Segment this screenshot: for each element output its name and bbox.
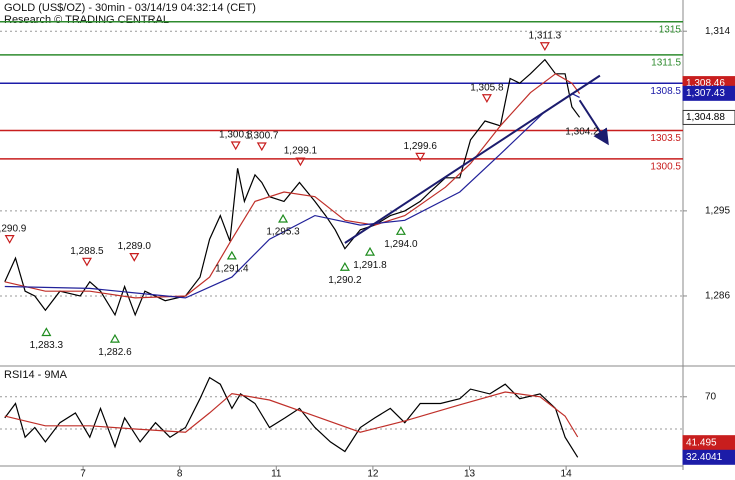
low-label: 1,282.6 xyxy=(98,347,132,358)
y-tick-label: 1,286 xyxy=(705,291,730,302)
high-label: 1,290.9 xyxy=(0,223,27,234)
x-tick-label: 11 xyxy=(271,469,282,480)
level-label: 1303.5 xyxy=(650,133,681,144)
price-tag xyxy=(682,435,735,451)
chart-title: GOLD (US$/OZ) - 30min - 03/14/19 04:32:1… xyxy=(4,2,256,14)
low-label: 1,295.3 xyxy=(266,227,300,238)
high-marker xyxy=(129,253,140,262)
price-tag-label: 1,304.88 xyxy=(686,112,725,123)
level-label: 1311.5 xyxy=(651,57,681,68)
high-label: 1,289.0 xyxy=(118,241,152,252)
low-label: 1,291.8 xyxy=(353,260,387,271)
level-label: 1315 xyxy=(659,24,682,35)
high-marker xyxy=(256,142,267,152)
low-marker xyxy=(339,262,350,271)
price-tag-label: 1,307.43 xyxy=(686,88,725,99)
high-marker xyxy=(539,42,550,51)
price-tag-label: 1,308.46 xyxy=(686,78,725,89)
high-label: 1,300.7 xyxy=(245,131,279,142)
x-tick-label: 13 xyxy=(464,469,476,480)
high-marker xyxy=(4,235,15,244)
series-line xyxy=(4,376,579,458)
low-label: 1,290.2 xyxy=(328,275,362,286)
x-tick-label: 8 xyxy=(177,469,183,480)
arrow xyxy=(578,99,609,146)
price-tag xyxy=(682,85,735,101)
low-marker xyxy=(226,250,237,260)
series-line xyxy=(4,391,579,438)
low-marker xyxy=(364,246,376,256)
high-label: 1,300.8 xyxy=(219,130,253,141)
y-tick-label: 70 xyxy=(705,391,717,402)
low-marker xyxy=(395,226,406,235)
arrow-label: 1,304.2 xyxy=(565,126,599,137)
y-tick-label: 1,314 xyxy=(705,26,730,37)
series-line xyxy=(4,73,581,299)
x-tick-label: 12 xyxy=(367,469,379,480)
high-label: 1,299.1 xyxy=(284,146,318,157)
price-tag xyxy=(682,449,735,465)
low-marker xyxy=(278,213,289,223)
chart-subtitle: Research © TRADING CENTRAL xyxy=(4,14,169,26)
x-tick-label: 14 xyxy=(561,469,573,480)
low-marker xyxy=(109,333,120,343)
trendline xyxy=(344,74,601,244)
high-marker xyxy=(230,141,241,151)
price-tag-label: 32.4041 xyxy=(686,452,723,463)
low-marker xyxy=(41,327,52,337)
price-tag-label: 41.495 xyxy=(686,437,717,448)
rsi-title: RSI14 - 9MA xyxy=(4,369,68,381)
low-label: 1,283.3 xyxy=(30,340,64,351)
high-label: 1,288.5 xyxy=(70,246,104,257)
high-marker xyxy=(81,257,92,267)
high-marker xyxy=(295,157,306,167)
high-marker xyxy=(415,152,426,162)
low-label: 1,291.4 xyxy=(215,264,249,275)
low-label: 1,294.0 xyxy=(384,239,418,250)
high-label: 1,299.6 xyxy=(404,141,438,152)
x-tick-label: 7 xyxy=(80,469,86,480)
high-marker xyxy=(481,94,492,103)
level-label: 1300.5 xyxy=(650,162,681,173)
high-label: 1,305.8 xyxy=(470,82,504,93)
high-label: 1,311.3 xyxy=(529,30,562,41)
y-tick-label: 1,295 xyxy=(705,206,730,217)
price-tag xyxy=(682,109,735,125)
level-label: 1308.5 xyxy=(650,86,681,97)
